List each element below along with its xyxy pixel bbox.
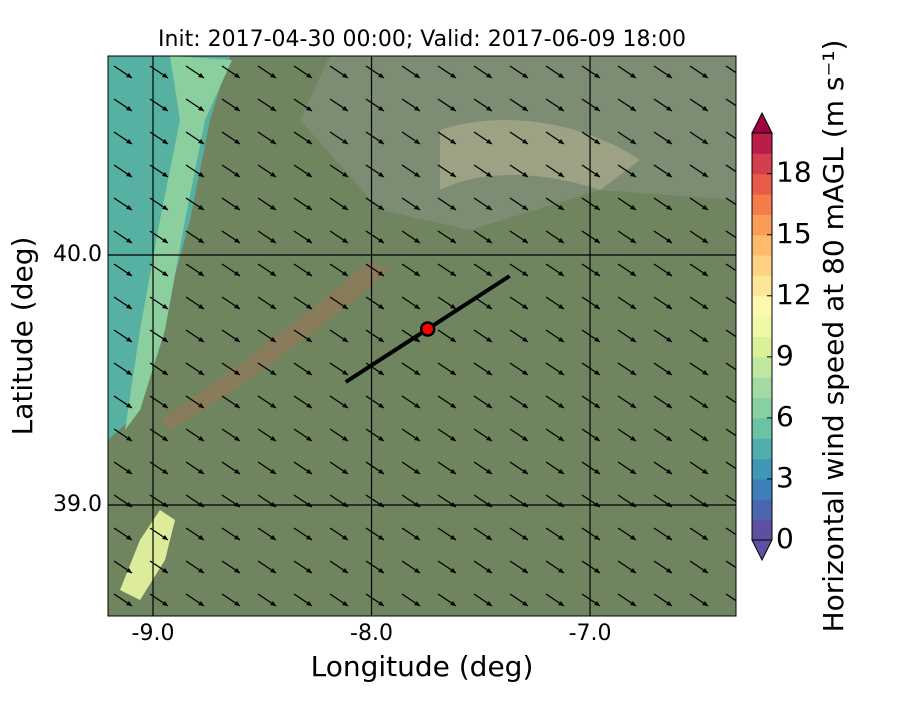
x-tick-label: -7.0: [569, 621, 612, 646]
colorbar-level: [752, 336, 772, 358]
colorbar-level: [752, 499, 772, 521]
colorbar-tick-label: 0: [776, 522, 794, 555]
colorbar-tick-label: 6: [776, 400, 794, 433]
colorbar-level: [752, 153, 772, 175]
plot-frame: [107, 55, 737, 617]
colorbar-extend-over: [751, 111, 773, 134]
colorbar-level: [752, 438, 772, 460]
y-tick-label: 39.0: [53, 492, 102, 517]
map-background: [108, 56, 736, 616]
colorbar-label: Horizontal wind speed at 80 mAGL (m s⁻¹): [817, 40, 850, 633]
colorbar-level: [752, 194, 772, 215]
colorbar-tick-label: 3: [776, 461, 794, 494]
colorbar-tick-label: 12: [776, 278, 812, 311]
colorbar-level: [752, 356, 772, 378]
x-tick-label: -8.0: [350, 621, 393, 646]
colorbar-tick-label: 15: [776, 217, 812, 250]
x-axis-label: Longitude (deg): [311, 650, 534, 683]
colorbar-level: [752, 255, 772, 276]
colorbar-frame: [751, 132, 773, 541]
colorbar-level: [752, 173, 772, 195]
colorbar-level: [752, 316, 772, 337]
colorbar-level: [752, 275, 772, 297]
colorbar-level: [752, 519, 772, 541]
y-axis-label: Latitude (deg): [6, 237, 39, 436]
colorbar-level: [752, 478, 772, 500]
chart-title: Init: 2017-04-30 00:00; Valid: 2017-06-0…: [158, 27, 686, 52]
colorbar-level: [752, 397, 772, 419]
plot-layer: -9.0 -8.0 -7.0 39.0 40.0 0 3 6 9 12 15 18: [53, 56, 812, 646]
site-marker: [419, 321, 436, 337]
y-tick-label: 40.0: [53, 242, 102, 267]
colorbar-level: [752, 234, 772, 256]
colorbar-extend-under: [751, 539, 773, 562]
colorbar-tick-label: 9: [776, 339, 794, 372]
colorbar-level: [752, 214, 772, 236]
wind-arrows: [108, 56, 736, 616]
colorbar-level: [752, 377, 772, 399]
colorbar-level: [752, 458, 772, 480]
colorbar-level: [752, 295, 772, 317]
colorbar-level: [752, 133, 772, 154]
x-tick-label: -9.0: [132, 621, 175, 646]
colorbar-level: [752, 417, 772, 439]
colorbar-tick-label: 18: [776, 156, 812, 189]
